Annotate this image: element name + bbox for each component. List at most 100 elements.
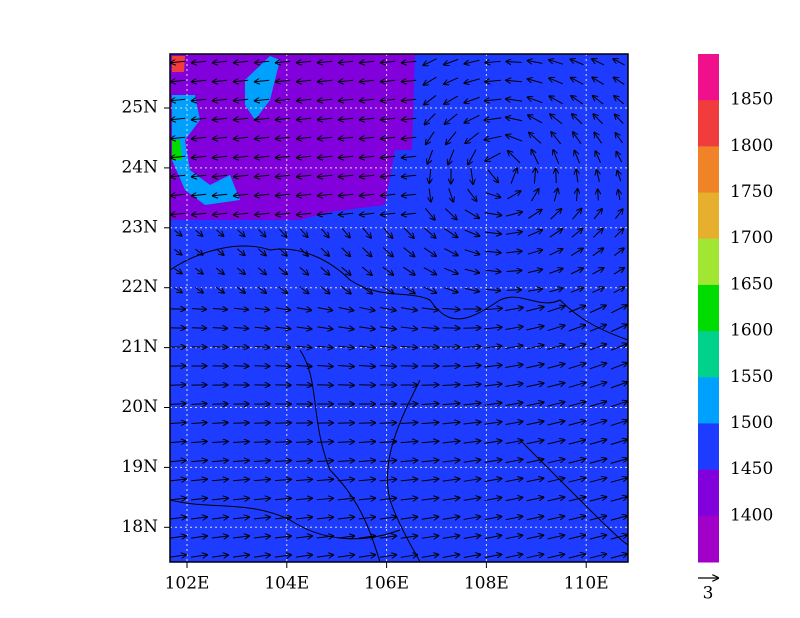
wind-vector <box>616 133 623 144</box>
wind-vector <box>526 383 543 388</box>
wind-vector <box>358 498 375 500</box>
wind-vector <box>421 441 439 443</box>
wind-vector <box>610 497 627 502</box>
wind-vector <box>424 207 434 219</box>
wind-vector <box>255 194 270 196</box>
wind-vector <box>213 156 228 158</box>
wind-vector <box>505 554 523 557</box>
wind-vector <box>195 229 203 236</box>
wind-vector <box>613 248 623 257</box>
wind-vector <box>610 459 627 464</box>
wind-vector <box>610 363 627 370</box>
wind-vector <box>316 498 333 500</box>
plot-area <box>170 54 628 562</box>
wind-vector <box>610 478 627 483</box>
wind-vector <box>297 137 312 139</box>
wind-vector <box>484 365 501 367</box>
wind-vector <box>464 209 479 218</box>
wind-vector <box>549 229 562 238</box>
wind-vector <box>318 213 333 215</box>
wind-vector <box>341 228 350 237</box>
wind-vector <box>550 209 562 220</box>
wind-vector <box>589 382 606 389</box>
wind-vector <box>213 99 228 101</box>
wind-vector <box>485 135 502 140</box>
wind-vector <box>295 479 312 480</box>
wind-vector <box>234 118 249 120</box>
wind-vector <box>574 151 581 164</box>
wind-vector <box>233 442 249 443</box>
lon-label: 110E <box>564 574 609 594</box>
wind-vector <box>423 247 436 256</box>
wind-vector <box>487 169 498 183</box>
wind-vector <box>192 118 207 120</box>
wind-vector <box>380 307 395 310</box>
wind-vector <box>421 347 439 348</box>
wind-vector <box>568 497 586 502</box>
lat-label: 19N <box>121 457 158 477</box>
wind-vector <box>360 194 375 196</box>
wind-vector <box>426 131 435 145</box>
wind-vector <box>339 61 354 63</box>
wind-vector <box>527 250 542 255</box>
wind-vector <box>257 267 266 275</box>
wind-vector <box>170 460 186 461</box>
wind-vector <box>400 308 417 311</box>
wind-vector <box>429 168 430 183</box>
wind-vector <box>297 175 312 177</box>
wind-vector <box>318 99 333 101</box>
wind-vector <box>295 555 312 557</box>
wind-vector <box>402 175 417 177</box>
wind-vector <box>275 346 291 347</box>
wind-vector <box>568 402 586 407</box>
colorbar-label: 1750 <box>730 182 773 202</box>
wind-vector <box>339 213 354 215</box>
wind-vector <box>171 99 186 101</box>
wind-vector <box>589 478 607 483</box>
wind-vector <box>190 555 207 557</box>
wind-vector <box>191 536 207 538</box>
wind-vector <box>296 346 311 347</box>
wind-vector <box>171 61 186 63</box>
wind-vector <box>507 191 521 200</box>
wind-vector <box>276 118 291 120</box>
wind-vector <box>402 286 415 294</box>
colorbar-swatch <box>698 469 719 517</box>
wind-vector <box>274 479 291 480</box>
wind-vector <box>526 516 544 521</box>
wind-vector <box>553 150 560 165</box>
wind-vector <box>526 535 544 540</box>
lon-label: 104E <box>264 574 309 594</box>
wind-vector <box>339 194 354 196</box>
wind-vector <box>400 460 418 462</box>
wind-vector <box>505 327 522 330</box>
wind-vector <box>212 479 228 480</box>
wind-vector <box>381 175 396 177</box>
wind-vector <box>527 230 542 237</box>
wind-vector <box>174 229 181 235</box>
colorbar-swatch <box>698 515 719 563</box>
wind-vector <box>276 156 291 158</box>
wind-vector <box>570 268 583 275</box>
wind-vector <box>170 498 186 500</box>
wind-vector <box>505 516 523 519</box>
wind-vector <box>320 286 329 294</box>
lat-label: 22N <box>121 277 158 297</box>
wind-vector <box>526 421 544 426</box>
wind-vector <box>297 156 312 158</box>
colorbar-label: 1800 <box>730 136 773 156</box>
wind-vector <box>442 441 460 443</box>
wind-vector <box>297 80 312 82</box>
wind-vector <box>589 363 606 370</box>
wind-vector <box>463 498 481 501</box>
wind-vector <box>379 479 396 481</box>
colorbar-swatch <box>698 238 719 286</box>
wind-vector <box>571 229 583 238</box>
wind-vector <box>212 308 227 309</box>
wind-vector <box>337 460 354 461</box>
wind-vector <box>463 536 481 539</box>
wind-vector <box>611 305 626 314</box>
wind-vector <box>506 117 523 122</box>
wind-vector <box>617 171 620 182</box>
